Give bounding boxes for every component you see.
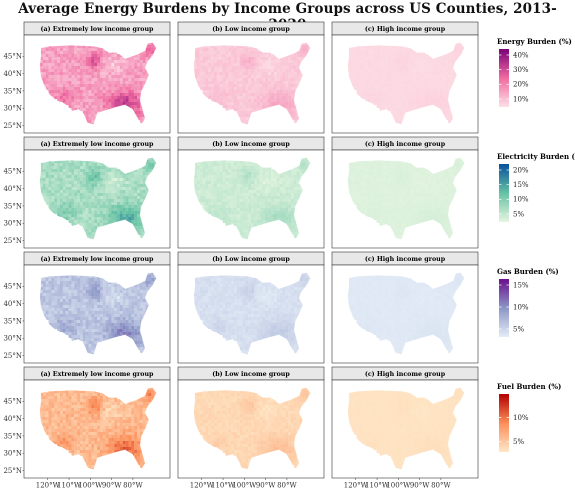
panel-title: (b) Low income group: [212, 256, 290, 263]
lat-tick-label: 25°N: [3, 467, 22, 475]
legend-tick-label: 10%: [513, 414, 529, 422]
legend-tick-label: 40%: [513, 51, 529, 59]
panel-r3-c1: (a) Extremely low income group 45°N 40°N 35…: [3, 251, 171, 364]
panel-r4-c3: (c) High income group: [331, 366, 479, 479]
lat-tick-label: 35°N: [3, 432, 22, 440]
legend-row-4: Fuel Burden (%) 10% 5%: [497, 382, 561, 452]
lon-tick-label: 90°W: [410, 482, 430, 490]
lon-tick-label: 100°W: [386, 482, 411, 490]
lon-tick-label: 90°W: [102, 482, 122, 490]
panel-r3-c3: (c) High income group: [331, 251, 479, 364]
lat-tick-label: 30°N: [3, 220, 22, 228]
lat-tick-label: 35°N: [3, 317, 22, 325]
legend-row-3: Gas Burden (%) 15% 10% 5%: [497, 267, 559, 337]
legend-tick-label: 5%: [513, 325, 524, 333]
lat-tick-label: 45°N: [3, 168, 22, 176]
county-choropleth: [39, 272, 157, 355]
county-choropleth: [347, 387, 465, 470]
legend-colorbar: [499, 279, 509, 337]
lon-tick-label: 90°W: [256, 482, 276, 490]
lat-tick-label: 30°N: [3, 450, 22, 458]
lat-tick-label: 40°N: [3, 185, 22, 193]
legend-colorbar: [499, 164, 509, 222]
panel-title: (c) High income group: [365, 141, 446, 148]
lat-tick-label: 40°N: [3, 70, 22, 78]
lat-tick-label: 40°N: [3, 415, 22, 423]
legend-tick-label: 15%: [513, 181, 529, 189]
legend-tick-label: 10%: [513, 95, 529, 103]
legend-title: Electricity Burden (%): [497, 152, 575, 161]
lat-tick-label: 25°N: [3, 237, 22, 245]
lat-tick-label: 45°N: [3, 283, 22, 291]
lon-tick-label: 80°W: [431, 482, 451, 490]
legend-tick-label: 15%: [513, 281, 529, 289]
legend-title: Fuel Burden (%): [497, 382, 561, 391]
legend-tick-label: 5%: [513, 210, 524, 218]
lat-tick-label: 35°N: [3, 202, 22, 210]
lon-tick-label: 100°W: [232, 482, 257, 490]
panel-r2-c3: (c) High income group: [331, 136, 479, 249]
panel-title: (a) Extremely low income group: [41, 371, 154, 378]
lon-tick-label: 110°W: [57, 482, 82, 490]
panel-title: (a) Extremely low income group: [41, 141, 154, 148]
legend-colorbar: [499, 49, 509, 107]
legend-row-2: Electricity Burden (%) 20% 15% 10% 5%: [497, 152, 575, 222]
lon-tick-label: 80°W: [277, 482, 297, 490]
lon-tick-label: 80°W: [123, 482, 143, 490]
legend-title: Energy Burden (%): [497, 37, 572, 46]
legend-tick-label: 20%: [513, 166, 529, 174]
legend-tick-label: 20%: [513, 81, 529, 89]
panel-title: (b) Low income group: [212, 371, 290, 378]
panel-title: (a) Extremely low income group: [41, 256, 154, 263]
county-choropleth: [193, 387, 311, 470]
lat-tick-label: 25°N: [3, 122, 22, 130]
lat-tick-label: 35°N: [3, 87, 22, 95]
panel-r1-c1: (a) Extremely low income group 45°N 40°N 35…: [3, 21, 171, 134]
lon-tick-label: 120°W: [190, 482, 215, 490]
lat-tick-label: 45°N: [3, 53, 22, 61]
panel-r1-c2: (b) Low income group: [177, 21, 325, 134]
panel-grid: (a) Extremely low income group 45°N 40°N 35…: [3, 21, 479, 479]
lon-tick-label: 120°W: [344, 482, 369, 490]
legend-row-1: Energy Burden (%) 40% 30% 20% 10%: [497, 37, 572, 107]
legend-tick-label: 10%: [513, 303, 529, 311]
legend-tick-label: 5%: [513, 438, 524, 446]
county-choropleth: [39, 42, 157, 125]
lon-tick-label: 100°W: [78, 482, 103, 490]
county-choropleth: [193, 42, 311, 125]
legend-column: Energy Burden (%)40%30%20%10%Electricity…: [497, 37, 575, 452]
panel-title: (b) Low income group: [212, 26, 290, 33]
lon-tick-label: 110°W: [365, 482, 390, 490]
panel-r2-c1: (a) Extremely low income group 45°N 40°N 35…: [3, 136, 171, 249]
legend-title: Gas Burden (%): [497, 267, 559, 276]
legend-tick-label: 10%: [513, 196, 529, 204]
panel-r4-c2: (b) Low income group: [177, 366, 325, 479]
lat-tick-label: 25°N: [3, 352, 22, 360]
panel-title: (c) High income group: [365, 26, 446, 33]
county-choropleth: [193, 272, 311, 355]
panel-title: (c) High income group: [365, 371, 446, 378]
legend-colorbar: [499, 394, 509, 452]
panel-r4-c1: (a) Extremely low income group 45°N 40°N 35…: [3, 366, 171, 479]
lat-tick-label: 30°N: [3, 335, 22, 343]
panel-title: (a) Extremely low income group: [41, 26, 154, 33]
legend-tick-label: 30%: [513, 66, 529, 74]
lat-tick-label: 40°N: [3, 300, 22, 308]
lat-tick-label: 30°N: [3, 105, 22, 113]
panel-r1-c3: (c) High income group: [331, 21, 479, 134]
lon-tick-label: 120°W: [36, 482, 61, 490]
county-choropleth: [347, 157, 465, 240]
panel-r3-c2: (b) Low income group: [177, 251, 325, 364]
panel-title: (c) High income group: [365, 256, 446, 263]
lat-tick-label: 45°N: [3, 398, 22, 406]
panel-title: (b) Low income group: [212, 141, 290, 148]
lon-tick-label: 110°W: [211, 482, 236, 490]
panel-r2-c2: (b) Low income group: [177, 136, 325, 249]
